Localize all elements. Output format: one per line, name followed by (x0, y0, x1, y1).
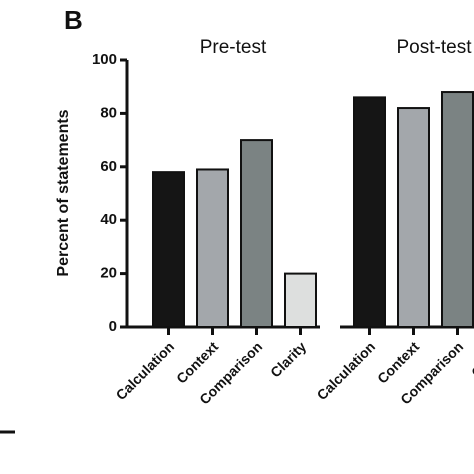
x-tick-label: Clarity (267, 338, 309, 380)
x-tick-label: Calculation (113, 338, 178, 403)
y-axis-label: Percent of statements (55, 109, 72, 276)
y-tick-label: 60 (100, 158, 117, 175)
y-tick-label: 40 (100, 211, 117, 228)
bar (240, 139, 273, 328)
bar (196, 168, 229, 328)
y-tick-label: 0 (109, 318, 117, 335)
x-tick-label: Clarity (468, 338, 474, 380)
panel-label: B (64, 5, 83, 35)
bar (397, 107, 430, 328)
bar (353, 96, 386, 328)
bar (441, 91, 474, 329)
y-tick-label: 80 (100, 104, 117, 121)
bar (284, 272, 317, 329)
group-label: Post-test (397, 37, 473, 58)
y-tick-label: 100 (92, 51, 117, 68)
group-label: Pre-test (200, 37, 267, 58)
bar (152, 171, 185, 328)
y-tick-label: 20 (100, 265, 117, 282)
x-tick-label: Calculation (314, 338, 379, 403)
